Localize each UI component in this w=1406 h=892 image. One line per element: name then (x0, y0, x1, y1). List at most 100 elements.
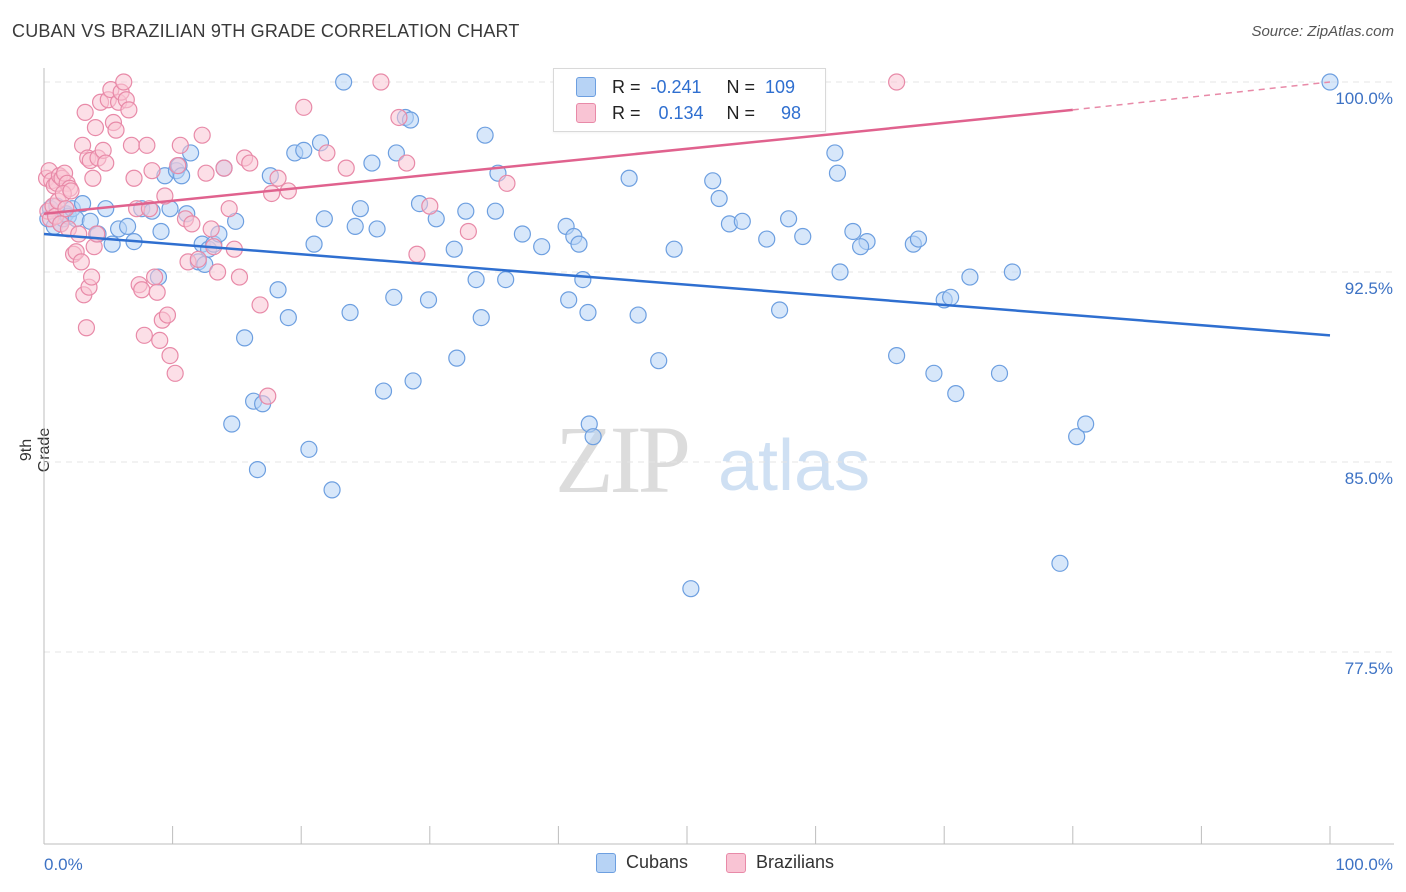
data-point (704, 172, 722, 190)
data-point (467, 271, 485, 289)
data-point (794, 227, 812, 246)
x-tick-label: 100.0% (1335, 855, 1393, 874)
data-point (421, 197, 439, 215)
data-point (135, 326, 153, 344)
data-point (486, 202, 504, 220)
data-point (459, 222, 477, 241)
data-point (295, 141, 313, 159)
data-point (909, 230, 928, 248)
data-point (408, 245, 426, 263)
data-point (145, 268, 164, 286)
data-point (942, 288, 960, 306)
legend-row-brazilians: R = 0.134 N = 98 (576, 101, 801, 125)
data-point (193, 126, 211, 144)
legend-swatch-brazilians (576, 103, 596, 123)
data-point (230, 268, 249, 286)
data-point (241, 154, 259, 172)
data-point (831, 263, 849, 281)
data-point (826, 144, 844, 162)
data-point (1003, 263, 1021, 281)
y-tick-label: 77.5% (1345, 659, 1393, 678)
data-point (97, 154, 115, 172)
data-point (73, 195, 92, 213)
x-tick-label: 0.0% (44, 855, 83, 874)
data-point (220, 200, 238, 218)
data-point (341, 303, 359, 322)
data-point (351, 200, 369, 218)
bottom-legend-cubans: Cubans (596, 852, 688, 873)
legend-r-label: R = (612, 76, 641, 97)
data-point (758, 230, 776, 248)
bottom-legend-swatch-cubans (596, 852, 616, 873)
data-point (115, 73, 133, 91)
data-point (337, 159, 355, 177)
data-point (844, 222, 862, 241)
y-tick-label: 85.0% (1345, 469, 1393, 488)
bottom-legend-swatch-brazilians (726, 852, 746, 873)
data-point (457, 202, 475, 220)
data-point (385, 288, 403, 306)
bottom-legend-brazilians: Brazilians (726, 852, 834, 873)
data-point (363, 154, 381, 172)
data-point (251, 296, 269, 314)
data-point (770, 301, 789, 319)
data-point (269, 281, 287, 299)
data-point (236, 329, 254, 347)
data-point (143, 162, 161, 180)
data-point (498, 174, 516, 192)
data-point (888, 347, 906, 365)
bottom-legend-label-brazilians: Brazilians (756, 852, 835, 872)
data-point (629, 306, 647, 324)
data-point (152, 222, 170, 241)
data-point (733, 212, 751, 230)
data-point (961, 268, 979, 286)
data-point (259, 387, 277, 405)
data-point (248, 461, 267, 479)
data-point (72, 253, 90, 271)
trend-line-dashed (1072, 81, 1331, 111)
data-point (497, 271, 515, 289)
data-point (650, 352, 668, 370)
legend-swatch-cubans (576, 77, 596, 97)
data-point (158, 306, 177, 324)
data-point (209, 263, 227, 281)
data-point (171, 136, 189, 154)
data-point (947, 385, 965, 403)
watermark-atlas: atlas (718, 426, 870, 506)
data-point (513, 225, 531, 243)
data-point (279, 182, 297, 200)
data-point (925, 364, 943, 382)
data-point (570, 235, 588, 253)
data-point (372, 73, 390, 91)
data-point (346, 217, 364, 235)
data-point (118, 217, 137, 235)
trend-line (43, 232, 1331, 337)
y-tick-label: 100.0% (1335, 89, 1393, 108)
data-point (169, 157, 187, 175)
data-point (404, 372, 422, 390)
legend-r-label: R = (612, 102, 641, 123)
data-point (166, 364, 184, 382)
data-point (82, 268, 101, 286)
data-point (710, 189, 728, 208)
data-point (138, 136, 156, 154)
data-point (990, 364, 1009, 382)
data-point (560, 291, 578, 309)
data-point (445, 240, 463, 258)
legend-n-value-cubans: 109 (765, 76, 796, 97)
data-point (335, 73, 353, 91)
data-point (533, 238, 551, 256)
data-point (574, 271, 592, 289)
data-point (295, 98, 313, 116)
data-point (682, 580, 700, 598)
correlation-legend: R = -0.241 N = 109 R = 0.134 N = 98 (553, 68, 826, 132)
data-point (390, 108, 408, 127)
data-point (852, 238, 870, 256)
data-point (86, 118, 105, 137)
data-point (398, 154, 416, 172)
data-point (76, 103, 94, 122)
data-point (279, 309, 297, 327)
data-point (122, 136, 141, 154)
data-point (472, 309, 490, 327)
